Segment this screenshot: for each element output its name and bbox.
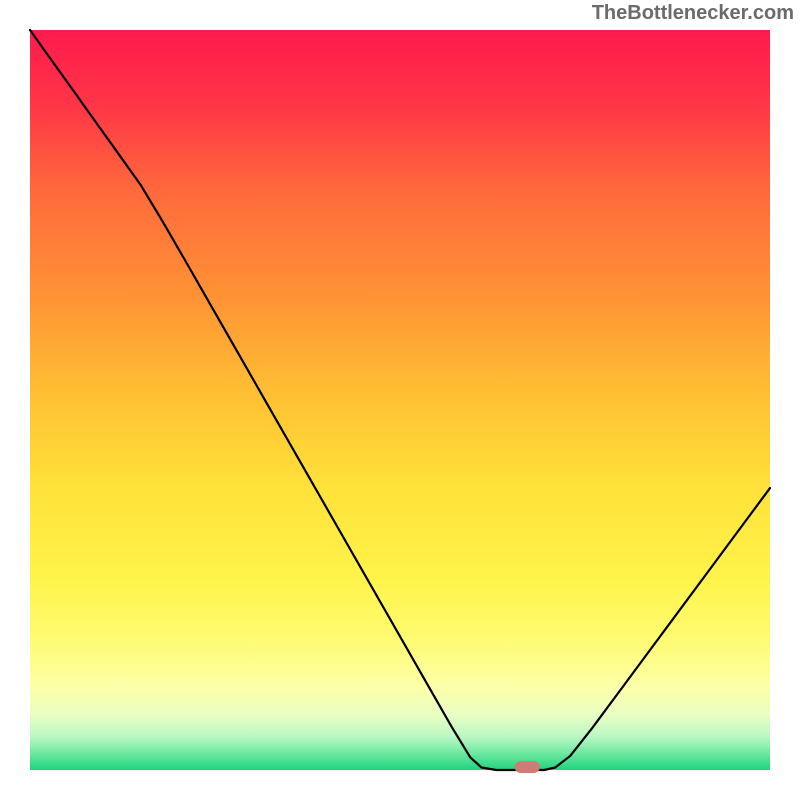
watermark-label: TheBottlenecker.com <box>592 2 794 25</box>
operating-point <box>515 761 540 773</box>
bottleneck-chart: TheBottlenecker.com <box>0 0 800 800</box>
plot-background <box>30 30 770 770</box>
chart-canvas <box>0 0 800 800</box>
